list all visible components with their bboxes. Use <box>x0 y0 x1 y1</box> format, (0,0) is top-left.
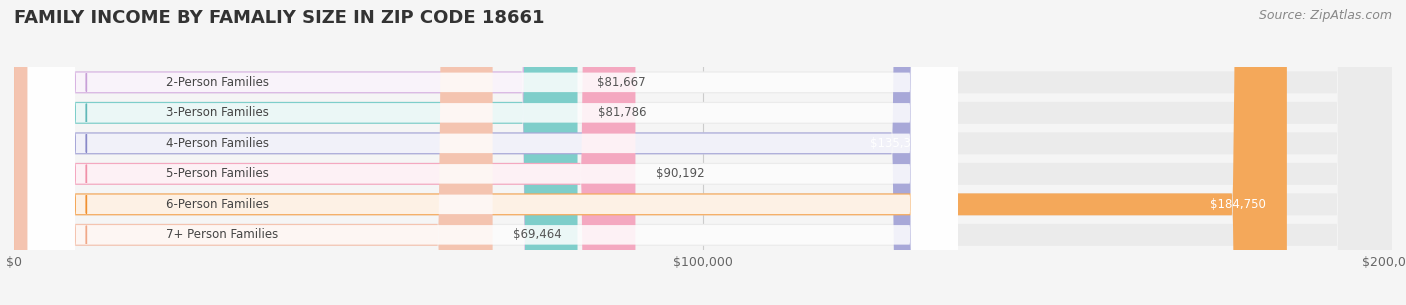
FancyBboxPatch shape <box>14 0 1392 305</box>
FancyBboxPatch shape <box>14 0 578 305</box>
FancyBboxPatch shape <box>14 0 1286 305</box>
FancyBboxPatch shape <box>28 0 957 305</box>
Text: Source: ZipAtlas.com: Source: ZipAtlas.com <box>1258 9 1392 22</box>
Text: $69,464: $69,464 <box>513 228 562 241</box>
FancyBboxPatch shape <box>14 0 1392 305</box>
FancyBboxPatch shape <box>14 0 492 305</box>
Text: 5-Person Families: 5-Person Families <box>166 167 269 180</box>
Text: $90,192: $90,192 <box>657 167 704 180</box>
FancyBboxPatch shape <box>28 0 957 305</box>
Text: $135,357: $135,357 <box>870 137 927 150</box>
Text: $184,750: $184,750 <box>1211 198 1267 211</box>
Text: $81,667: $81,667 <box>598 76 645 89</box>
FancyBboxPatch shape <box>14 0 1392 305</box>
FancyBboxPatch shape <box>28 0 957 305</box>
FancyBboxPatch shape <box>14 0 1392 305</box>
FancyBboxPatch shape <box>14 0 1392 305</box>
Text: FAMILY INCOME BY FAMALIY SIZE IN ZIP CODE 18661: FAMILY INCOME BY FAMALIY SIZE IN ZIP COD… <box>14 9 544 27</box>
FancyBboxPatch shape <box>28 0 957 305</box>
Text: 3-Person Families: 3-Person Families <box>166 106 269 119</box>
Text: 2-Person Families: 2-Person Families <box>166 76 269 89</box>
FancyBboxPatch shape <box>14 0 576 305</box>
Text: 4-Person Families: 4-Person Families <box>166 137 269 150</box>
FancyBboxPatch shape <box>14 0 946 305</box>
Text: 6-Person Families: 6-Person Families <box>166 198 269 211</box>
FancyBboxPatch shape <box>14 0 636 305</box>
Text: $81,786: $81,786 <box>598 106 647 119</box>
FancyBboxPatch shape <box>28 0 957 305</box>
Text: 7+ Person Families: 7+ Person Families <box>166 228 278 241</box>
FancyBboxPatch shape <box>28 0 957 305</box>
FancyBboxPatch shape <box>14 0 1392 305</box>
